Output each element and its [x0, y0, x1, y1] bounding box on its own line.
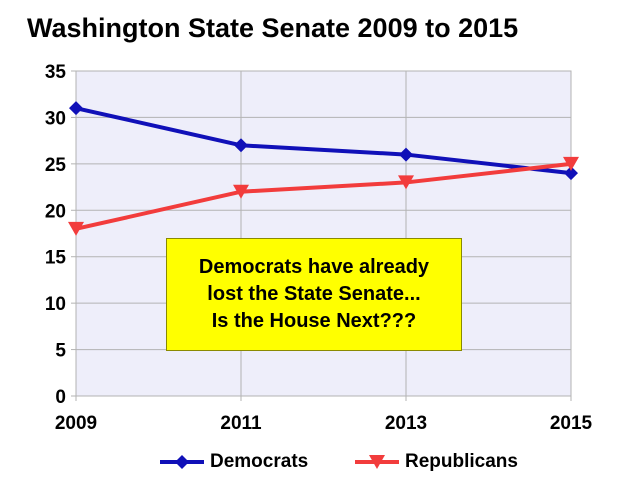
annotation-line: Democrats have already	[198, 256, 430, 278]
data-point-democrats	[69, 101, 83, 116]
data-point-democrats	[399, 147, 413, 162]
chart-title: Washington State Senate 2009 to 2015	[27, 13, 519, 43]
legend-item-republicans: Republicans	[355, 447, 518, 477]
data-point-democrats	[234, 138, 248, 153]
y-tick-label: 0	[55, 387, 66, 408]
legend-item-democrats: Democrats	[160, 447, 308, 477]
y-tick-label: 5	[55, 341, 66, 362]
legend-marker-republicans	[355, 455, 399, 469]
annotation-box: Democrats have already lost the State Se…	[166, 238, 462, 351]
axes: 0 5 10 15 20 25 30 35 2009 2011 2013 2015	[45, 62, 593, 434]
annotation-line: Is the House Next???	[211, 310, 417, 332]
x-tick-label: 2013	[385, 413, 427, 434]
data-point-republicans	[563, 156, 579, 171]
y-tick-label: 20	[45, 201, 66, 222]
series-line-democrats	[75, 106, 572, 176]
y-tick-label: 10	[45, 294, 66, 315]
x-tick-label: 2009	[55, 413, 97, 434]
legend: Democrats Republicans	[0, 447, 624, 477]
data-point-republicans	[233, 184, 249, 199]
annotation-line: lost the State Senate...	[207, 283, 421, 305]
legend-label: Democrats	[210, 451, 309, 472]
y-tick-label: 25	[45, 155, 67, 176]
data-point-republicans	[398, 175, 414, 190]
x-tick-label: 2011	[220, 413, 262, 434]
data-point-democrats	[564, 166, 578, 181]
y-tick-label: 30	[45, 108, 66, 129]
series-line-republicans	[75, 161, 572, 231]
y-tick-label: 35	[45, 62, 67, 83]
legend-label: Republicans	[405, 451, 518, 472]
y-tick-label: 15	[45, 248, 67, 269]
x-tick-label: 2015	[550, 413, 593, 434]
data-point-republicans	[68, 221, 84, 236]
legend-marker-democrats	[160, 455, 204, 469]
series-lines	[68, 101, 579, 236]
